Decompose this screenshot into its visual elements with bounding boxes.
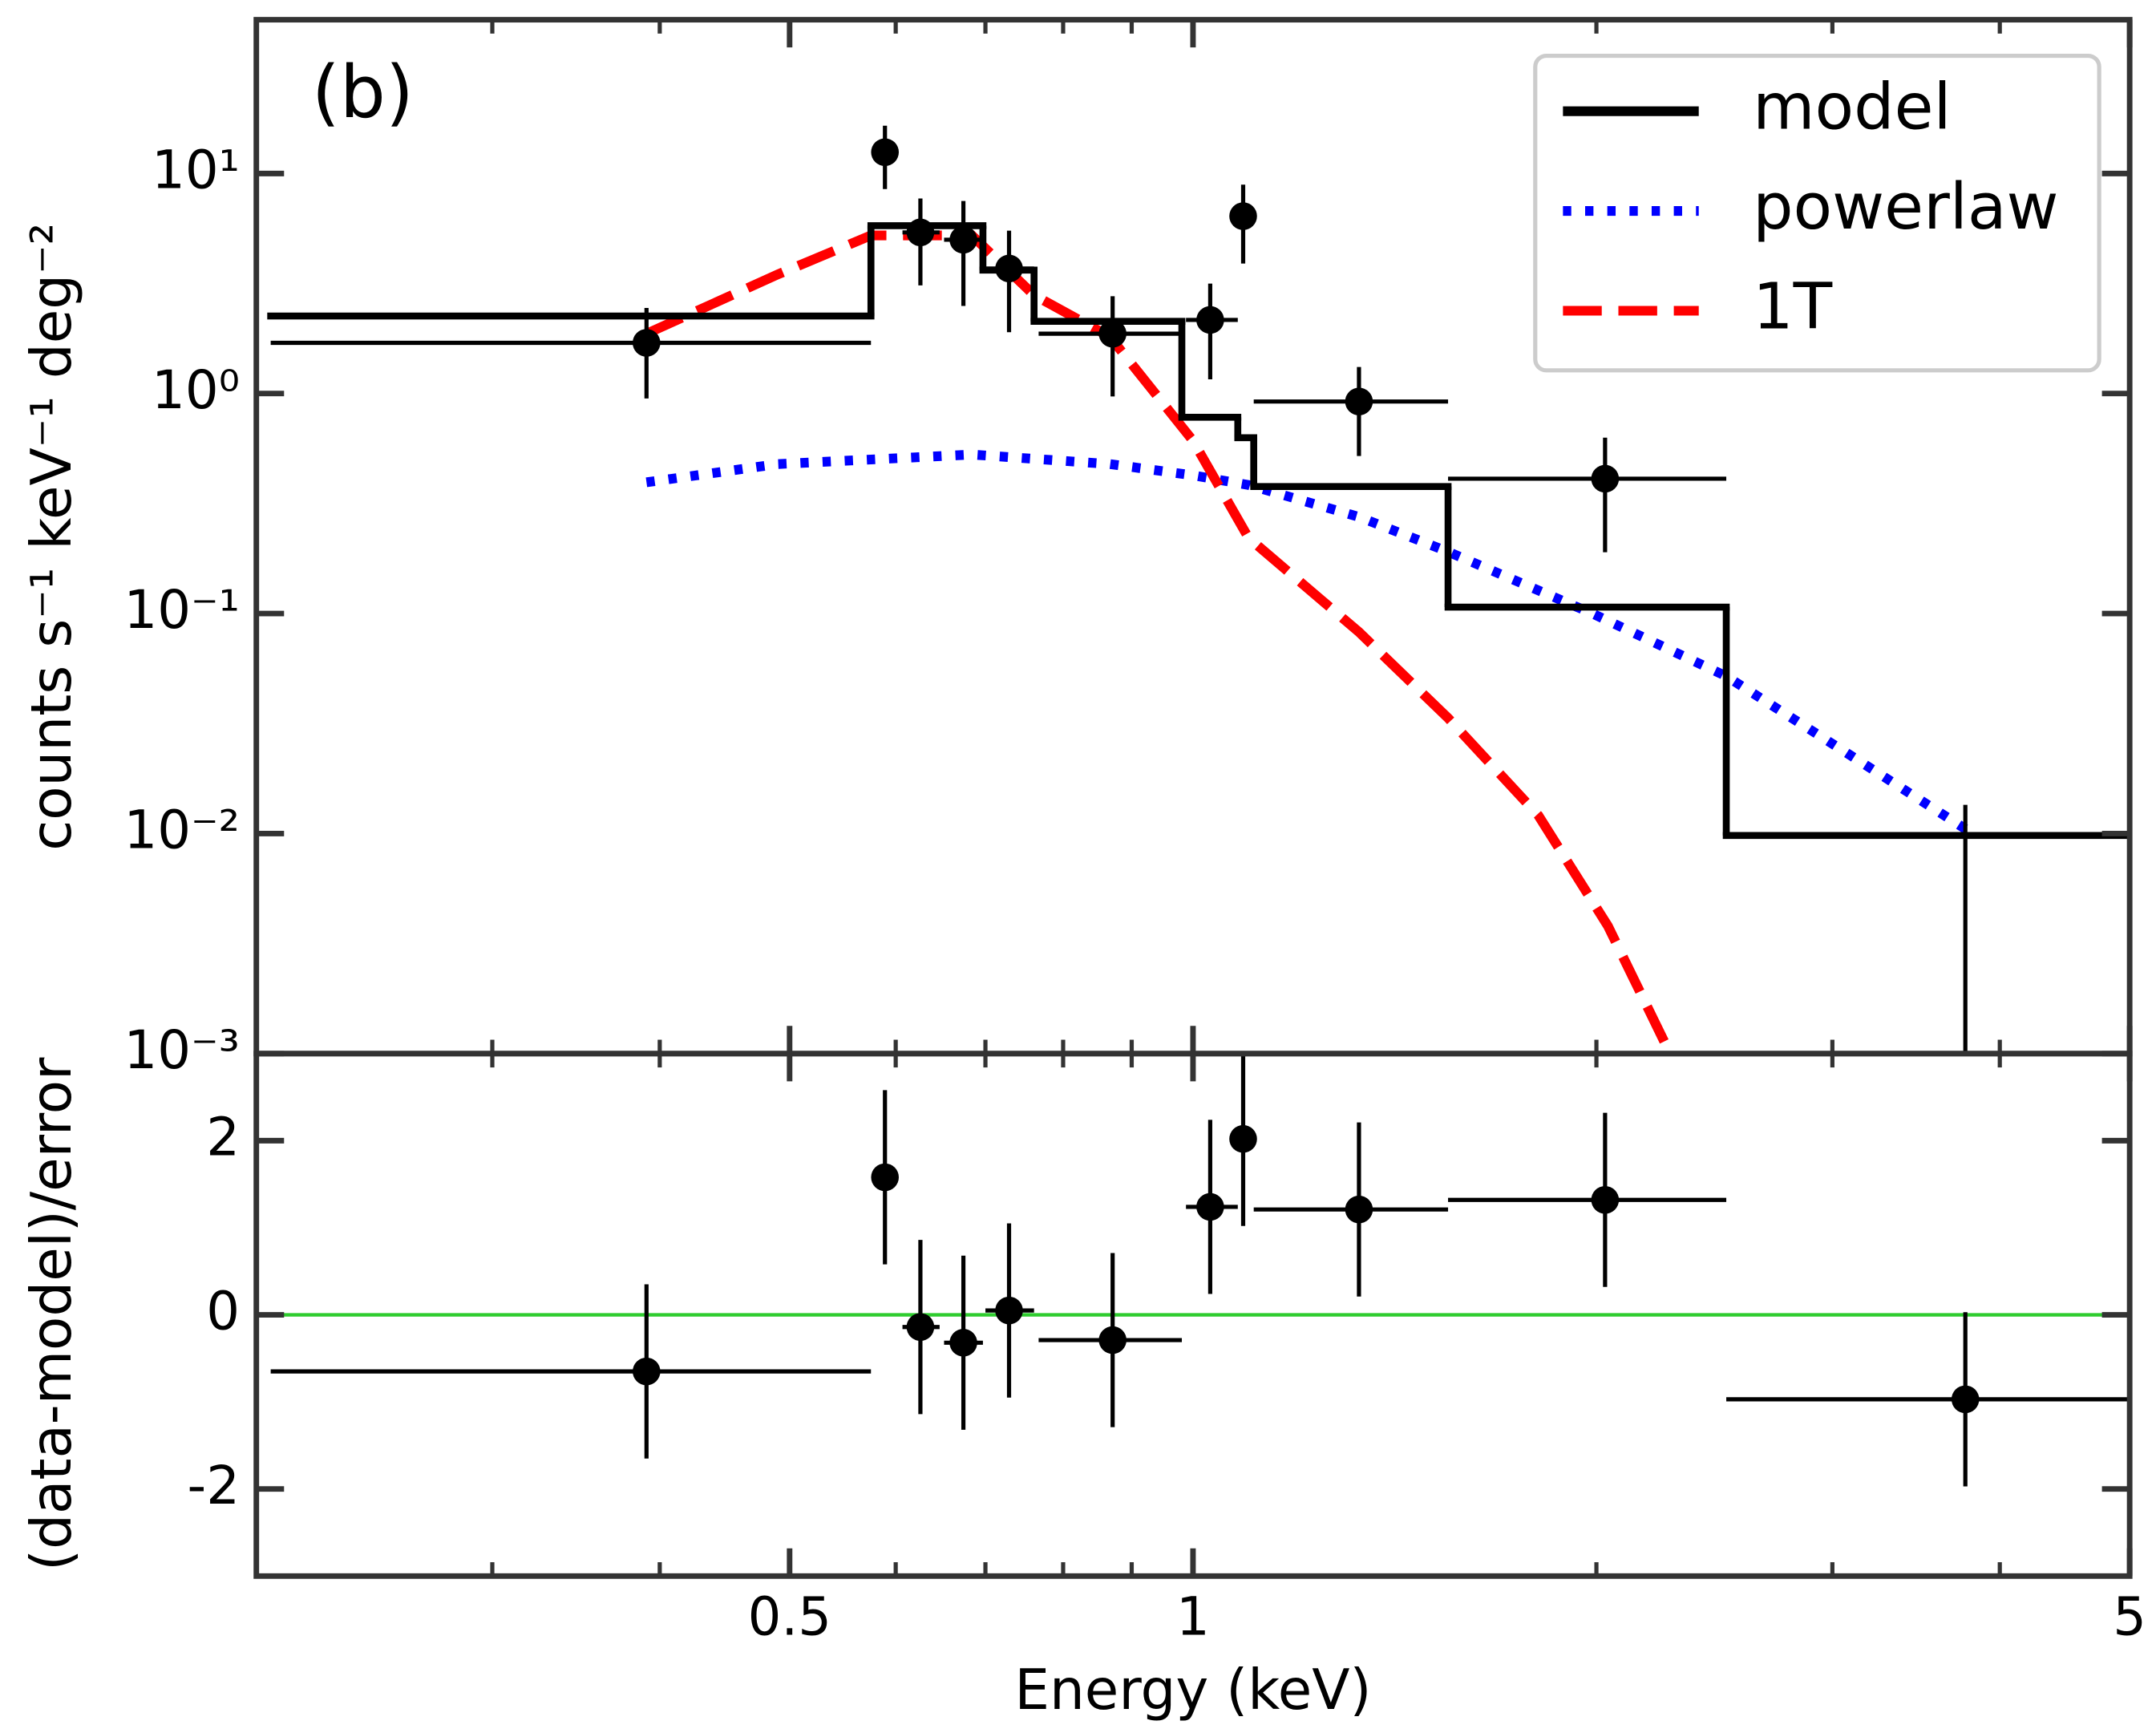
data-point — [1098, 1326, 1127, 1354]
data-point — [1196, 1192, 1224, 1221]
data-point — [1196, 306, 1224, 334]
y-axis-label: (data-model)/error — [20, 1057, 84, 1571]
data-point — [995, 1296, 1023, 1325]
panel-frame — [253, 1051, 2133, 1579]
data-point — [995, 254, 1023, 283]
x-axis-label: Energy (keV) — [1014, 1658, 1371, 1723]
x-tick-label: 5 — [2113, 1587, 2146, 1648]
legend-label: model — [1753, 70, 1952, 144]
y-axis-label: counts s⁻¹ keV⁻¹ deg⁻² — [20, 223, 84, 851]
legend-label: powerlaw — [1753, 169, 2058, 244]
y-tick-label: 10⁻³ — [123, 1020, 240, 1081]
data-point — [1952, 1106, 1980, 1134]
data-point — [871, 1163, 899, 1192]
data-point — [1591, 464, 1620, 493]
x-tick-label: 0.5 — [748, 1587, 831, 1648]
data-point — [949, 225, 977, 254]
y-tick-label: 10⁻¹ — [123, 580, 240, 641]
y-tick-label: 10⁻² — [123, 800, 240, 861]
data-point — [633, 1357, 661, 1386]
data-point — [1345, 387, 1373, 415]
panel-label: (b) — [312, 51, 414, 135]
data-point — [906, 218, 935, 247]
data-point — [1098, 319, 1127, 348]
data-point — [871, 138, 899, 167]
legend-box — [1533, 53, 2101, 373]
data-point — [1229, 202, 1257, 230]
y-tick-label: 10⁰ — [152, 360, 240, 421]
data-point — [1951, 1385, 1980, 1414]
y-tick-label: 0 — [206, 1282, 240, 1342]
data-point — [633, 329, 661, 357]
data-point — [906, 1313, 935, 1342]
model-curve — [645, 449, 1968, 833]
x-tick-label: 1 — [1176, 1587, 1210, 1648]
y-tick-label: -2 — [188, 1456, 240, 1516]
plot-area — [267, 125, 2130, 1134]
y-tick-label: 2 — [206, 1107, 240, 1168]
model-curve — [644, 230, 1675, 1054]
data-point — [1345, 1195, 1373, 1224]
y-tick-label: 10¹ — [152, 140, 240, 200]
data-point — [949, 1329, 977, 1357]
data-point — [1591, 1185, 1620, 1214]
data-point — [1229, 1124, 1257, 1153]
plot-area — [256, 1053, 2130, 1487]
legend-label: 1T — [1753, 269, 1833, 343]
